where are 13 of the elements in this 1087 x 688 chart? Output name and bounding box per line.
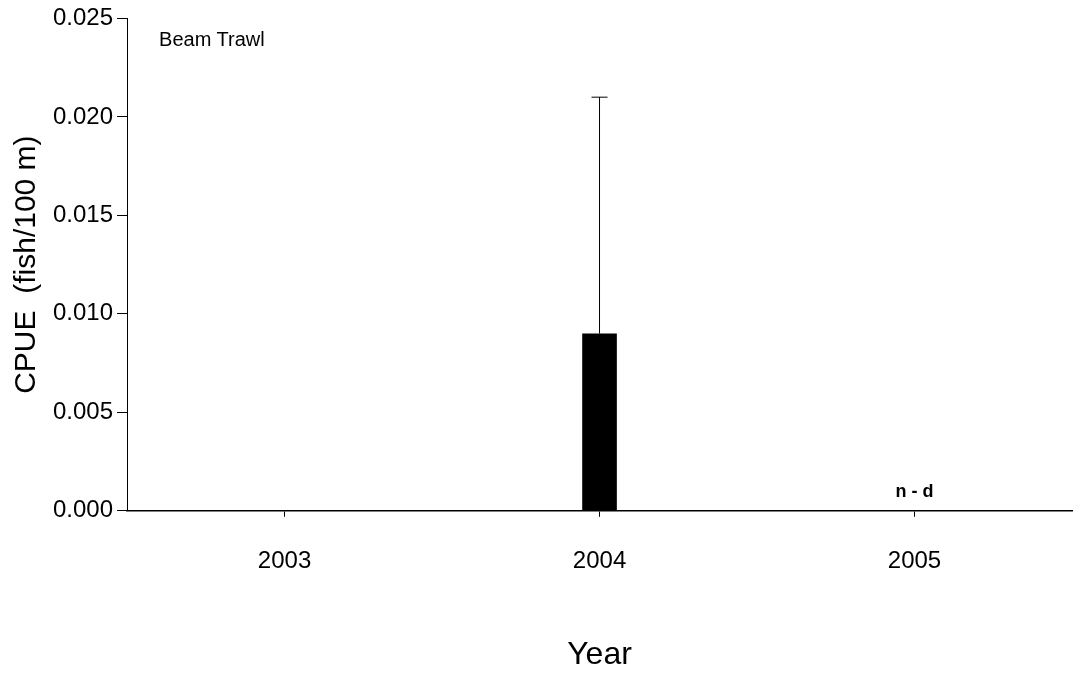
y-tick-label: 0.000 [53,495,114,523]
x-tick-label: 2004 [572,545,627,573]
y-tick-label: 0.015 [53,199,114,227]
x-axis-title: Year [567,634,633,671]
y-tick-label: 0.025 [53,3,114,31]
y-tick-label: 0.010 [53,298,114,326]
annotation: Beam Trawl [159,27,265,50]
y-axis-title: CPUE (fish/100 m) [8,135,42,394]
y-tick-label: 0.005 [53,396,114,424]
x-tick-label: 2003 [257,545,312,573]
annotation: n - d [895,480,934,501]
x-tick-label: 2005 [887,545,942,573]
y-tick-label: 0.020 [53,101,114,129]
